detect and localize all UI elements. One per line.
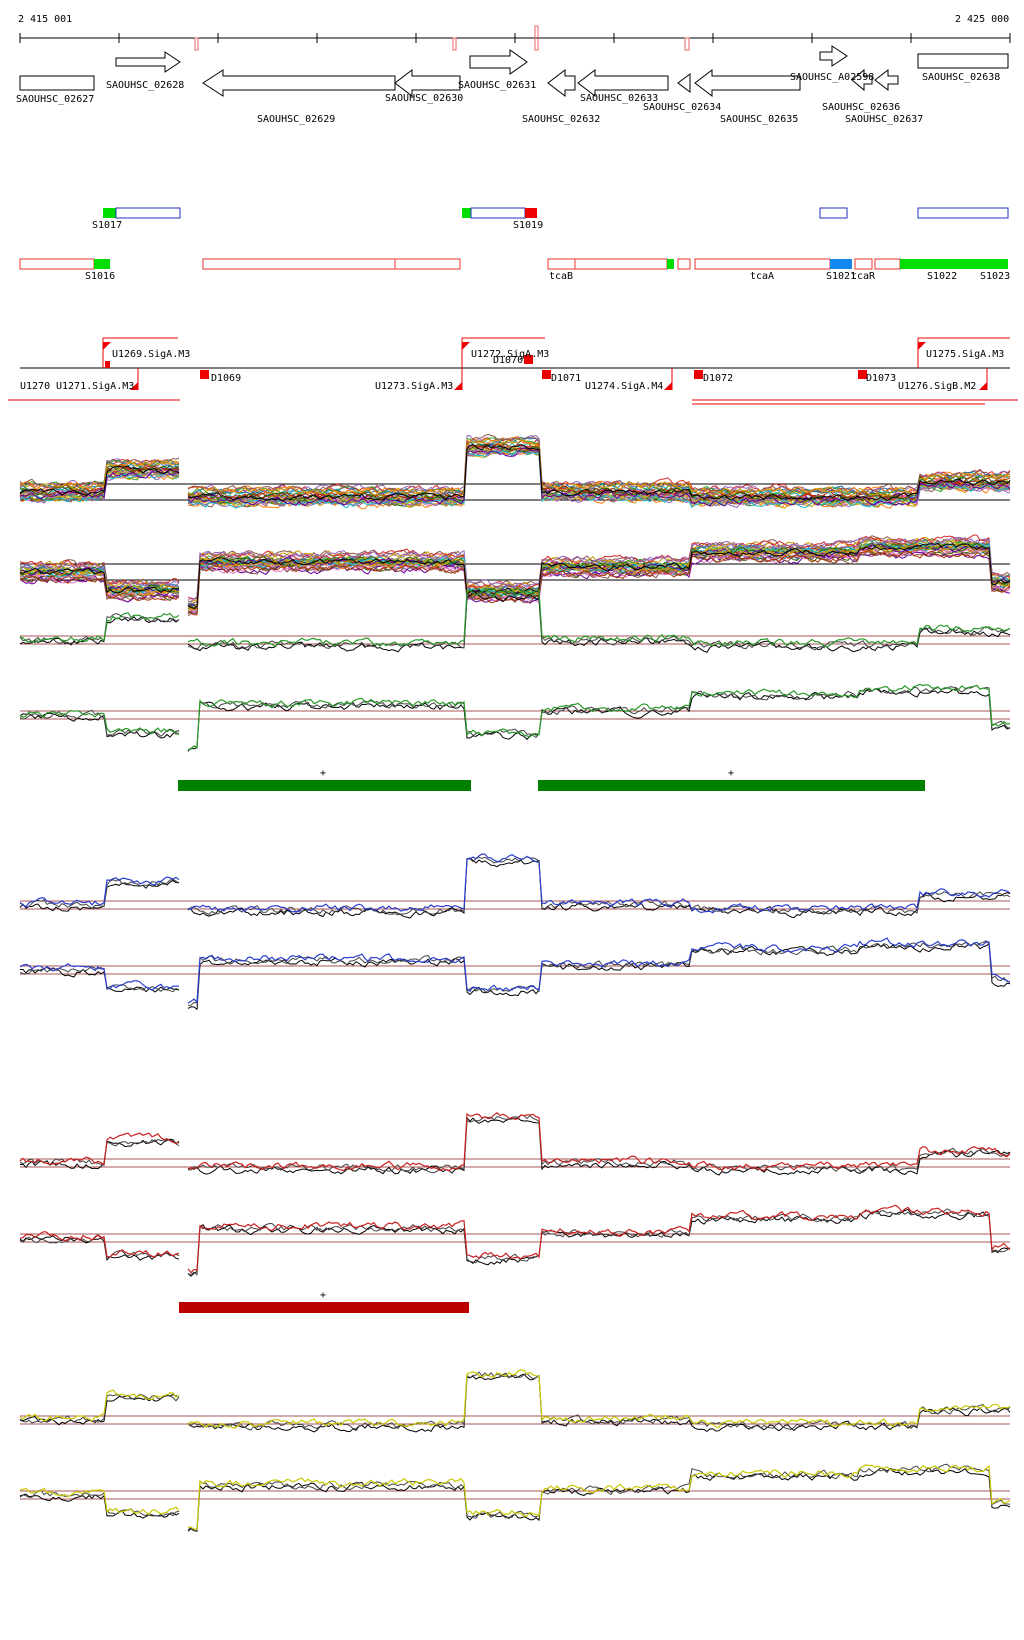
promoter-label: U1275.SigA.M3 [926,349,1004,360]
gene-label: SAOUHSC_02631 [458,80,536,91]
promoter-label: U1270 [20,381,50,392]
terminator-label: D1073 [866,373,896,384]
segment-label: tcaA [750,271,774,282]
promoter-label: U1273.SigA.M3 [375,381,453,392]
bar-label: + [728,768,734,779]
gene-saouhsc-02637[interactable] [874,68,899,92]
terminator-label: D1071 [551,373,581,384]
expression-line [19,857,1011,919]
segment-label: S1022 [927,271,957,282]
ruler-end-label: 2 425 000 [955,14,1009,25]
expression-line [19,436,1011,496]
gene-saouhsc-02630[interactable] [394,68,461,98]
gene-label: SAOUHSC_A02598 [790,72,874,83]
segment-label: tcaR [851,271,876,282]
gene-label: SAOUHSC_02629 [257,114,335,125]
expression-line [19,1204,1011,1274]
expression-line [19,438,1011,497]
expression-line [19,1372,1011,1433]
green-significance-bar [538,780,925,791]
green-significance-bar [178,780,471,791]
significance-bars: + + + [178,768,925,1313]
expression-line [19,1464,1011,1531]
expression-line [19,853,1011,914]
expression-line [19,688,1011,752]
gene-saouhsc-02635[interactable] [694,68,801,98]
expression-line [19,1116,1011,1176]
gene-saouhsc-02631[interactable] [469,49,528,75]
terminator-label: D1069 [211,373,241,384]
expression-line [19,549,1011,616]
expression-line [19,443,1011,502]
expression-line [19,1208,1011,1277]
ruler-start-label: 2 415 001 [18,14,72,25]
expression-line [19,548,1011,614]
gene-label: SAOUHSC_02630 [385,93,463,104]
expression-line [19,543,1011,612]
bar-label: + [320,1290,326,1301]
gene-label: SAOUHSC_02636 [822,102,900,113]
gene-label: SAOUHSC_02637 [845,114,923,125]
expression-line [19,683,1011,751]
terminator-label: D1072 [703,373,733,384]
gene-track [19,45,1009,98]
expression-line [19,447,1011,507]
segment-track-lower: S1016 tcaB tcaA S1021 tcaR S1022 S1023 [19,258,1010,282]
promoter-label: U1274.SigA.M4 [585,381,663,392]
segment-track-upper: S1017 S1019 [92,207,1009,231]
expression-line [19,684,1011,752]
gene-saouhsc-02627[interactable] [19,75,95,91]
gene-label: SAOUHSC_02632 [522,114,600,125]
segment-label: S1023 [980,271,1010,282]
gene-saouhsc-02628[interactable] [115,51,181,73]
promoter-label: U1272.SigA.M3 [471,349,549,360]
bar-label: + [320,768,326,779]
promoter-track: U1269.SigA.M3 U1272.SigA.M3 U1275.SigA.M… [8,337,1018,405]
expression-tracks [19,433,1011,1532]
gene-saouhsc-02638[interactable] [917,53,1009,69]
terminator-label: D1070 [493,355,523,366]
expression-line [19,1463,1011,1531]
gene-saouhsc-02632[interactable] [547,68,576,98]
expression-line [19,937,1011,1004]
expression-line [19,536,1011,603]
gene-labels: SAOUHSC_02627 SAOUHSC_02628 SAOUHSC_0262… [16,72,1000,125]
segment-label: tcaB [549,271,573,282]
expression-line [19,542,1011,609]
promoter-label: U1276.SigB.M2 [898,381,976,392]
expression-line [19,547,1011,615]
promoter-label: U1271.SigA.M3 [56,381,134,392]
gene-saouhsc-02629[interactable] [202,69,396,97]
expression-line [19,433,1011,495]
gene-saouhsc-02636[interactable] [851,68,873,92]
gene-label: SAOUHSC_02627 [16,94,94,105]
segment-label: S1021 [826,271,856,282]
gene-label: SAOUHSC_02628 [106,80,184,91]
gene-saouhsc-02634[interactable] [677,73,691,93]
segment-label: S1019 [513,220,543,231]
expression-line [19,1369,1011,1429]
expression-line [20,942,1011,1011]
expression-line [19,1467,1011,1532]
expression-line [19,1112,1011,1172]
gene-label: SAOUHSC_02633 [580,93,658,104]
promoter-label: U1269.SigA.M3 [112,349,190,360]
segment-label: S1016 [85,271,115,282]
gene-label: SAOUHSC_02638 [922,72,1000,83]
expression-line [19,856,1011,916]
segment-label: S1017 [92,220,122,231]
gene-label: SAOUHSC_02635 [720,114,798,125]
expression-line [19,940,1011,1006]
gene-saouhsc-02633[interactable] [577,68,669,98]
red-significance-bar [179,1302,469,1313]
gene-saouhsc-a02598[interactable] [819,45,848,67]
expression-line [19,589,1011,648]
coordinate-ruler: 2 415 001 2 425 000 [18,14,1011,51]
gene-label: SAOUHSC_02634 [643,102,721,113]
